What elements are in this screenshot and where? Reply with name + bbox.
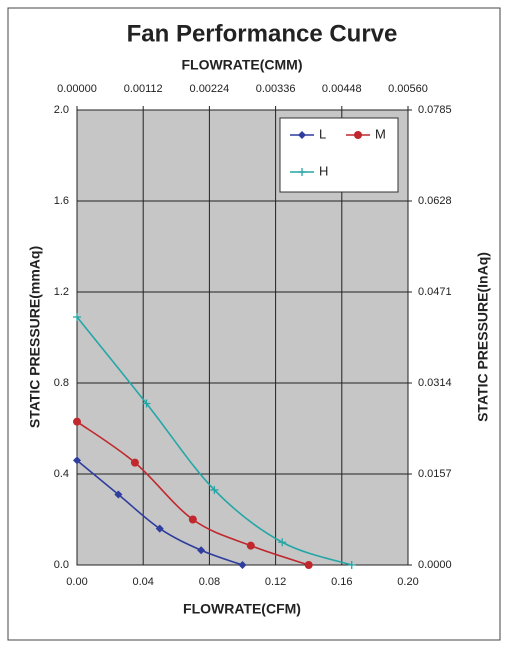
y2-tick-label: 0.0471 [418,286,452,298]
y2-tick-label: 0.0314 [418,377,452,389]
y2-tick-label: 0.0785 [418,104,452,116]
marker [188,515,197,524]
legend-label: L [319,126,326,141]
y-tick-label: 2.0 [54,104,69,116]
legend-label: H [319,163,328,178]
marker [130,458,139,467]
y-tick-label: 0.4 [54,468,69,480]
legend-label: M [375,126,386,141]
x2-tick-label: 0.00224 [190,83,230,95]
x-tick-label: 0.16 [331,576,352,588]
y2-tick-label: 0.0628 [418,195,452,207]
x2-tick-label: 0.00560 [388,83,428,95]
x-tick-label: 0.04 [132,576,153,588]
y-tick-label: 1.2 [54,286,69,298]
legend-marker [298,131,306,139]
marker [238,561,247,569]
chart-title: Fan Performance Curve [127,20,398,47]
x2-tick-label: 0.00448 [322,83,362,95]
marker [73,313,81,322]
marker [114,490,123,499]
legend-marker [298,168,306,176]
legend-box [279,117,399,193]
x2-axis-label: FLOWRATE(CMM) [181,57,302,73]
marker [246,541,255,550]
y-tick-label: 1.6 [54,195,69,207]
series-line [76,316,352,566]
x2-tick-label: 0.00112 [124,83,163,95]
y-tick-label: 0.8 [54,377,69,389]
marker [155,524,164,533]
y2-tick-label: 0.0157 [418,468,452,480]
marker [73,417,81,426]
y-tick-label: 0.0 [54,559,69,571]
x-tick-label: 0.12 [265,576,286,588]
marker [304,561,313,569]
y2-tick-label: 0.0000 [418,559,452,571]
y-axis-label: STATIC PRESSURE(mmAq) [27,246,43,428]
x-axis-label: FLOWRATE(CFM) [183,601,301,617]
x-tick-label: 0.00 [66,576,87,588]
legend-marker [354,131,362,139]
y2-axis-label: STATIC PRESSURE(InAq) [475,252,491,422]
marker [278,538,287,547]
x-tick-label: 0.20 [397,576,418,588]
marker [142,399,151,408]
x2-tick-label: 0.00000 [57,83,97,95]
marker [197,546,206,555]
x-tick-label: 0.08 [199,576,220,588]
marker [210,485,219,494]
marker [73,456,81,465]
x2-tick-label: 0.00336 [256,83,296,95]
marker [347,561,356,569]
